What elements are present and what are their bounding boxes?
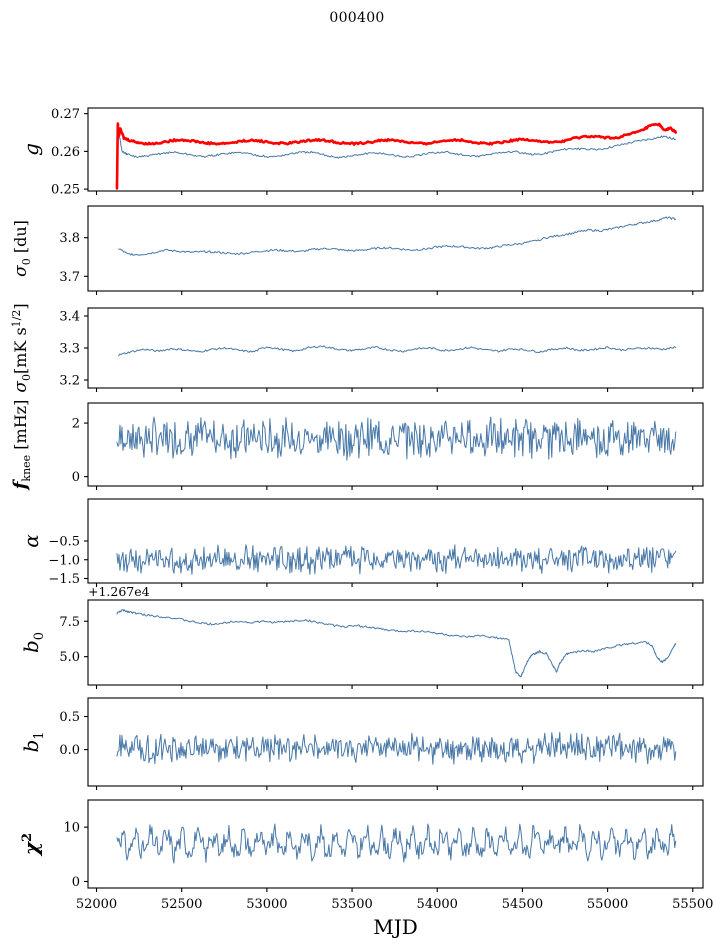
y-tick-label: −1.5 xyxy=(48,572,80,587)
y-axis-label: σ0 [du] xyxy=(11,220,33,277)
panel-σ₀ [mK s^{1/2}]: 3.2 3.3 3.4 σ0[mK s1/2] xyxy=(10,303,704,393)
y-axis-label: fknee [mHz] xyxy=(10,400,33,492)
y-tick-label: −0.5 xyxy=(48,535,80,550)
panel-frame xyxy=(87,107,704,192)
y-tick-label: 0 xyxy=(72,875,80,890)
x-tick-label: 55500 xyxy=(672,897,713,912)
y-tick-label: 10 xyxy=(63,821,80,836)
panel-frame xyxy=(87,799,704,889)
series-fknee xyxy=(116,416,677,461)
panel-frame xyxy=(87,402,704,487)
axis-offset-label: +1.267e4 xyxy=(88,584,150,599)
y-tick-label: 0.0 xyxy=(59,743,80,758)
series-g-red xyxy=(115,122,678,190)
x-tick-label: 52000 xyxy=(76,897,117,912)
y-tick-label: 0.27 xyxy=(51,107,80,122)
series-b0 xyxy=(116,609,677,678)
y-tick-label: 7.5 xyxy=(59,615,80,630)
figure-title: 000400 xyxy=(329,10,385,26)
panel-b₀: 5.0 7.5 +1.267e4 b0 xyxy=(19,584,704,689)
x-tick-label: 55000 xyxy=(587,897,628,912)
y-tick-label: 0.25 xyxy=(51,183,80,198)
y-axis-label: α xyxy=(19,534,43,548)
panel-χ²: 0 10 52000 52500 53000 53500 54000 54500 55000 55… xyxy=(19,799,713,912)
panel-f_knee [mHz]: 0 2 fknee [mHz] xyxy=(10,400,704,492)
series-alpha xyxy=(116,544,677,575)
panel-frame xyxy=(87,599,704,686)
y-axis-label: b1 xyxy=(19,731,47,752)
y-tick-label: 3.7 xyxy=(59,270,80,285)
y-tick-label: 5.0 xyxy=(59,650,80,665)
x-tick-label: 53000 xyxy=(246,897,287,912)
series-chi2 xyxy=(116,823,677,864)
y-tick-label: 2 xyxy=(72,417,80,432)
series-g-blue xyxy=(119,135,677,159)
y-tick-label: 3.8 xyxy=(59,231,80,246)
panel-frame xyxy=(87,205,704,292)
panel-frame xyxy=(87,697,704,787)
series-b1 xyxy=(116,731,677,765)
panel-frame xyxy=(87,498,704,584)
y-axis-label: g xyxy=(19,143,43,156)
panel-frame xyxy=(87,307,704,389)
y-axis-label: χ2 xyxy=(19,833,43,857)
x-axis-label: MJD xyxy=(373,915,418,939)
panel-b₁: 0.0 0.5 b1 xyxy=(19,697,704,790)
y-tick-label: 3.2 xyxy=(59,374,80,389)
x-tick-label: 52500 xyxy=(161,897,202,912)
y-tick-label: 0.5 xyxy=(59,710,80,725)
y-tick-label: −1.0 xyxy=(48,553,80,568)
y-axis-label: σ0[mK s1/2] xyxy=(10,303,33,392)
x-tick-label: 54500 xyxy=(502,897,543,912)
series-sigma0 xyxy=(118,216,677,256)
y-tick-label: 0 xyxy=(72,470,80,485)
y-tick-label: 3.4 xyxy=(59,310,80,325)
panel-α: −0.5 −1.0 −1.5 α xyxy=(19,498,704,587)
x-tick-label: 53500 xyxy=(331,897,372,912)
x-tick-label: 54000 xyxy=(417,897,458,912)
panel-σ₀ [du]: 3.7 3.8 σ0 [du] xyxy=(11,205,704,295)
panel-g: 0.25 0.26 0.27 g xyxy=(19,107,704,198)
y-tick-label: 3.3 xyxy=(59,342,80,357)
y-axis-label: b0 xyxy=(19,632,47,653)
y-tick-label: 0.26 xyxy=(51,145,80,160)
series-sigma0-mk xyxy=(118,345,677,357)
